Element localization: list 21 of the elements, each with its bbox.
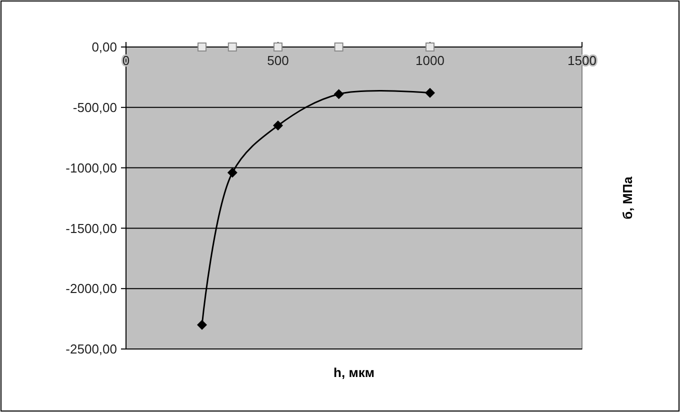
y-axis-title: б, МПа (620, 176, 635, 220)
x-axis-title: h, мкм (334, 365, 374, 380)
x-tick-label: 1500 (568, 53, 596, 68)
point (198, 42, 206, 52)
point (426, 42, 434, 52)
x-tick-label: 500 (267, 53, 289, 68)
point (228, 42, 237, 52)
y-tick-label: -2000,00 (66, 281, 117, 296)
y-tick-label: 0,00 (92, 40, 117, 55)
point (273, 120, 283, 131)
point (425, 88, 435, 98)
point (197, 320, 207, 330)
point (334, 42, 344, 52)
x-tick-label: 1000 (416, 53, 444, 68)
y-tick-label: -1500,00 (66, 220, 117, 236)
y-tick-label: -1000,00 (66, 160, 117, 176)
point (274, 42, 282, 52)
point (334, 89, 344, 100)
y-tick-label: -2500,00 (66, 342, 117, 357)
point (227, 168, 238, 178)
y-tick-label: -500,00 (72, 100, 117, 115)
